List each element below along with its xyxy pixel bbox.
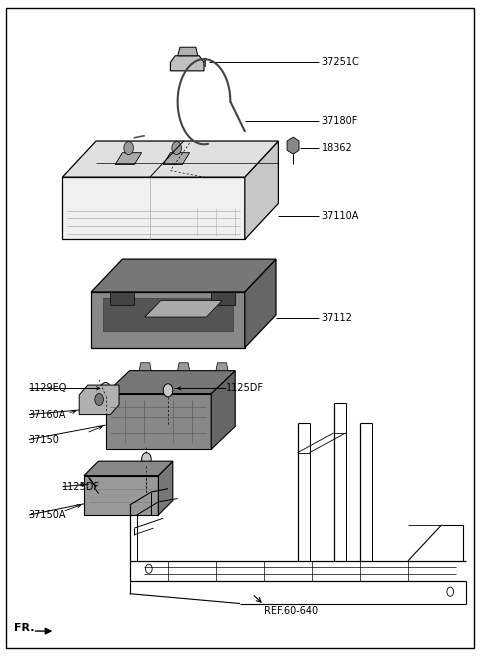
Circle shape — [447, 587, 454, 596]
Text: 37112: 37112 — [322, 313, 352, 323]
Text: 1125DF: 1125DF — [62, 482, 100, 492]
Polygon shape — [106, 394, 211, 449]
Circle shape — [172, 142, 181, 155]
Polygon shape — [84, 476, 158, 515]
Circle shape — [145, 564, 152, 573]
Circle shape — [124, 142, 133, 155]
Text: 1125DF: 1125DF — [226, 383, 264, 394]
Polygon shape — [110, 292, 134, 305]
Polygon shape — [103, 298, 233, 331]
Circle shape — [95, 394, 104, 405]
Polygon shape — [287, 137, 299, 154]
Polygon shape — [178, 363, 190, 371]
Text: 37180F: 37180F — [322, 116, 358, 127]
Polygon shape — [79, 385, 119, 415]
Polygon shape — [62, 141, 278, 177]
Text: 18362: 18362 — [322, 142, 352, 153]
Polygon shape — [245, 141, 278, 239]
Polygon shape — [158, 461, 173, 515]
Polygon shape — [91, 292, 245, 348]
Polygon shape — [115, 153, 142, 165]
Polygon shape — [106, 371, 235, 394]
Polygon shape — [91, 259, 276, 292]
Text: 1129EQ: 1129EQ — [29, 383, 67, 394]
Polygon shape — [163, 153, 190, 165]
Polygon shape — [216, 363, 228, 371]
Circle shape — [163, 384, 173, 397]
Polygon shape — [139, 363, 151, 371]
Text: 37150: 37150 — [29, 434, 60, 445]
Text: 37150A: 37150A — [29, 510, 66, 520]
Polygon shape — [245, 259, 276, 348]
Polygon shape — [84, 461, 173, 476]
Polygon shape — [145, 300, 222, 317]
Text: REF.60-640: REF.60-640 — [264, 606, 318, 617]
Text: 37251C: 37251C — [322, 57, 360, 68]
Polygon shape — [211, 371, 235, 449]
Polygon shape — [170, 56, 204, 71]
Circle shape — [142, 453, 151, 466]
Text: 37110A: 37110A — [322, 211, 359, 222]
Text: 37160A: 37160A — [29, 409, 66, 420]
Polygon shape — [178, 47, 198, 56]
Circle shape — [101, 382, 110, 396]
Text: FR.: FR. — [14, 623, 35, 634]
Polygon shape — [211, 292, 235, 305]
Polygon shape — [62, 177, 245, 239]
